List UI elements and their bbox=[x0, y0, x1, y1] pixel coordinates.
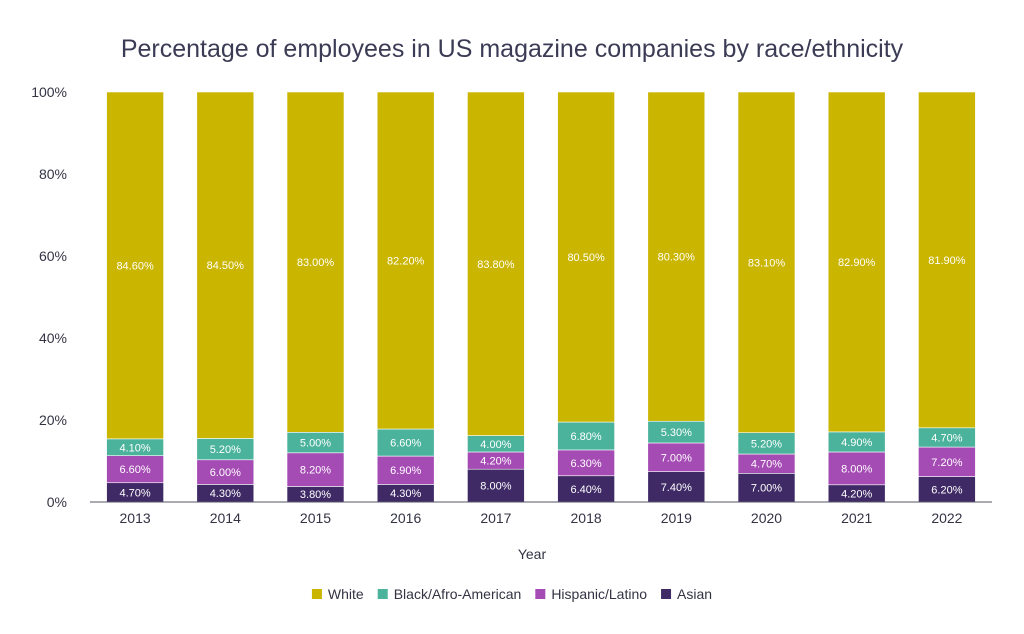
legend-swatch bbox=[311, 589, 322, 599]
data-labels-group: 4.70% 6.60% 4.10% 84.60% 4.30% 6.00% 5.20% 84.5… bbox=[116, 252, 965, 502]
y-tick-label: 100% bbox=[31, 84, 67, 100]
y-tick-label: 80% bbox=[39, 166, 67, 182]
bar-segment bbox=[467, 91, 525, 436]
data-label: 4.20% bbox=[480, 456, 511, 468]
data-label: 5.30% bbox=[661, 427, 692, 439]
y-axis-ticks: 0% 20% 40% 60% 80% 100% bbox=[31, 84, 67, 510]
data-label: 7.20% bbox=[931, 457, 962, 469]
x-tick-label: 2014 bbox=[210, 510, 241, 526]
bars-group bbox=[106, 91, 976, 503]
data-label: 6.60% bbox=[390, 438, 421, 450]
x-tick-label: 2020 bbox=[751, 510, 782, 526]
x-tick-label: 2015 bbox=[300, 510, 331, 526]
data-label: 7.00% bbox=[661, 452, 692, 464]
data-label: 82.20% bbox=[387, 256, 425, 268]
bar-segment bbox=[557, 91, 615, 423]
data-label: 5.00% bbox=[300, 438, 331, 450]
bar-segment bbox=[376, 428, 435, 457]
bar-segment bbox=[918, 91, 976, 429]
data-label: 5.20% bbox=[210, 444, 241, 456]
data-label: 4.30% bbox=[390, 488, 421, 500]
legend-label: Black/Afro-American bbox=[394, 586, 522, 602]
legend-swatch bbox=[661, 589, 672, 599]
data-label: 6.20% bbox=[931, 484, 962, 496]
bar-segment bbox=[918, 446, 976, 477]
data-label: 7.40% bbox=[661, 482, 692, 494]
data-label: 81.90% bbox=[928, 255, 966, 267]
data-label: 6.60% bbox=[119, 464, 150, 476]
data-label: 3.80% bbox=[300, 489, 331, 501]
data-label: 8.00% bbox=[841, 463, 872, 475]
bar-segment bbox=[647, 471, 706, 503]
bar-segment bbox=[737, 472, 796, 503]
y-tick-label: 40% bbox=[39, 330, 67, 346]
x-axis-title: Year bbox=[518, 546, 547, 562]
bar-segment bbox=[647, 442, 706, 472]
data-label: 83.80% bbox=[477, 259, 515, 271]
x-tick-label: 2022 bbox=[931, 510, 962, 526]
data-label: 4.70% bbox=[751, 459, 782, 471]
legend-swatch bbox=[535, 589, 546, 599]
bar-segment bbox=[557, 421, 615, 451]
bar-segment bbox=[827, 91, 886, 433]
data-label: 5.20% bbox=[751, 438, 782, 450]
data-label: 83.10% bbox=[748, 257, 786, 269]
data-label: 6.00% bbox=[210, 467, 241, 479]
x-tick-label: 2018 bbox=[571, 510, 602, 526]
data-label: 7.00% bbox=[751, 483, 782, 495]
bar-segment bbox=[647, 91, 706, 422]
data-label: 4.10% bbox=[119, 442, 150, 454]
bar-segment bbox=[376, 91, 435, 430]
data-label: 80.50% bbox=[567, 252, 605, 264]
y-tick-label: 60% bbox=[39, 248, 67, 264]
data-label: 83.00% bbox=[297, 257, 335, 269]
data-label: 6.80% bbox=[570, 431, 601, 443]
x-tick-label: 2016 bbox=[390, 510, 421, 526]
data-label: 84.50% bbox=[207, 260, 245, 272]
bar-segment bbox=[106, 91, 164, 440]
data-label: 4.70% bbox=[931, 432, 962, 444]
data-label: 4.70% bbox=[119, 487, 150, 499]
bar-segment bbox=[918, 476, 976, 503]
x-axis-ticks: 2013 2014 2015 2016 2017 2018 2019 2020 2021 2022 bbox=[120, 510, 963, 526]
data-label: 6.90% bbox=[390, 465, 421, 477]
bar-segment bbox=[557, 449, 615, 477]
legend-swatch bbox=[377, 589, 388, 599]
bar-segment bbox=[557, 475, 615, 503]
bar-segment bbox=[196, 91, 255, 439]
y-tick-label: 0% bbox=[47, 494, 67, 510]
y-tick-label: 20% bbox=[39, 412, 67, 428]
data-label: 4.00% bbox=[480, 439, 511, 451]
x-tick-label: 2013 bbox=[120, 510, 151, 526]
bar-segment bbox=[737, 91, 796, 434]
x-tick-label: 2021 bbox=[841, 510, 872, 526]
x-tick-label: 2019 bbox=[661, 510, 692, 526]
legend-label: White bbox=[328, 586, 364, 602]
legend-label: Hispanic/Latino bbox=[551, 586, 647, 602]
data-label: 6.40% bbox=[570, 484, 601, 496]
x-tick-label: 2017 bbox=[480, 510, 511, 526]
data-label: 8.00% bbox=[480, 481, 511, 493]
bar-segment bbox=[286, 452, 345, 487]
bar-segment bbox=[106, 455, 164, 484]
data-label: 4.30% bbox=[210, 488, 241, 500]
data-label: 6.30% bbox=[570, 458, 601, 470]
legend-label: Asian bbox=[677, 586, 712, 602]
data-label: 82.90% bbox=[838, 257, 876, 269]
bar-segment bbox=[827, 451, 886, 486]
data-label: 80.30% bbox=[658, 252, 696, 264]
data-label: 4.90% bbox=[841, 437, 872, 449]
data-label: 8.20% bbox=[300, 465, 331, 477]
chart-title: Percentage of employees in US magazine c… bbox=[121, 35, 904, 63]
data-label: 4.20% bbox=[841, 488, 872, 500]
bar-segment bbox=[376, 455, 435, 485]
bar-segment bbox=[286, 91, 345, 433]
legend: White Black/Afro-American Hispanic/Latino A… bbox=[311, 586, 712, 602]
data-label: 84.60% bbox=[116, 260, 154, 272]
